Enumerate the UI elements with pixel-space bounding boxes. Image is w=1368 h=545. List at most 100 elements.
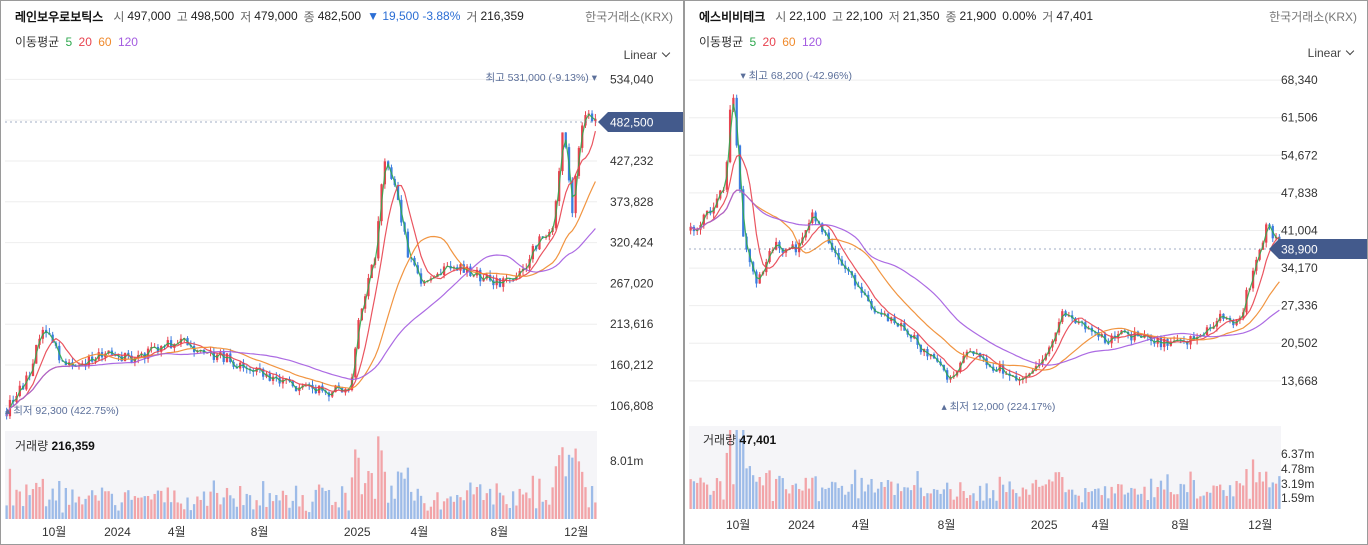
volume-bar — [1107, 498, 1110, 509]
y-tick-label: 427,232 — [610, 154, 654, 168]
open-label: 시 — [775, 9, 787, 24]
high-value: 498,500 — [190, 9, 235, 23]
volume-bar — [1097, 488, 1100, 509]
ma-label: 이동평균 — [15, 35, 60, 49]
volume-bar — [400, 472, 403, 519]
volume-bar — [949, 489, 952, 509]
price-chart-svg[interactable]: 68,340 61,506 54,672 47,838 41,004 34,170 27,3… — [685, 1, 1368, 545]
volume-bar — [735, 430, 738, 509]
volume-bar — [1126, 492, 1130, 509]
volume-bar — [1094, 488, 1097, 509]
volume-bar — [784, 489, 788, 509]
stock-name[interactable]: 에스비비테크 — [699, 9, 766, 24]
volume-tick-label: 3.19m — [1281, 477, 1314, 491]
volume-bar — [876, 488, 880, 509]
volume-bar — [1209, 492, 1212, 509]
volume-bar — [449, 496, 452, 519]
volume-bar — [54, 500, 58, 519]
volume-bar — [932, 489, 936, 509]
volume-header-label: 거래량 — [15, 439, 49, 453]
min-price-label: ▴ 최저 12,000 (224.17%) — [941, 401, 1055, 413]
volume-bar — [465, 490, 469, 519]
volume-bar — [548, 504, 551, 519]
x-tick-label: 8월 — [251, 525, 269, 539]
volume-bar — [1136, 494, 1140, 509]
volume-bar — [268, 493, 271, 519]
candle-body — [5, 411, 8, 417]
scale-dropdown[interactable]: Linear — [1308, 46, 1355, 60]
volume-bar — [959, 482, 962, 509]
ma5-line — [6, 113, 596, 417]
volume-bar — [12, 505, 15, 519]
volume-bar — [1172, 494, 1176, 509]
volume-bar — [495, 483, 498, 519]
volume-bar — [801, 490, 804, 509]
volume-pane — [689, 426, 1281, 509]
volume-value: 47,401 — [1056, 9, 1094, 23]
volume-bar — [1176, 494, 1179, 509]
volume-bar — [748, 466, 751, 509]
volume-bar — [972, 493, 975, 509]
volume-bar — [15, 489, 18, 519]
volume-bar — [146, 495, 150, 519]
volume-bar — [1117, 484, 1120, 509]
volume-bar — [837, 488, 840, 509]
ma20-line — [6, 130, 596, 417]
moving-average-legend[interactable]: 이동평균 5 20 60 120 — [15, 33, 141, 50]
volume-bar — [416, 488, 419, 519]
volume-bar — [1077, 495, 1080, 509]
x-tick-label: 2024 — [104, 525, 131, 539]
volume-bar — [587, 507, 590, 519]
volume-bar — [709, 494, 712, 509]
volume-pane — [5, 431, 597, 519]
volume-bar — [308, 512, 311, 519]
volume-bar — [1274, 483, 1278, 509]
volume-tick-label: 1.59m — [1281, 491, 1314, 505]
volume-bar — [252, 509, 255, 519]
stock-name[interactable]: 레인보우로보틱스 — [15, 9, 104, 24]
volume-bar — [275, 495, 278, 519]
volume-bar — [988, 498, 992, 509]
scale-dropdown[interactable]: Linear — [624, 48, 671, 62]
y-tick-label: 47,838 — [1281, 186, 1318, 200]
volume-bar — [222, 497, 225, 519]
volume-bar — [880, 482, 883, 509]
price-chart-svg[interactable]: 534,040 427,232 373,828 320,424 267,020 213,6… — [1, 1, 684, 545]
volume-bar — [699, 477, 702, 509]
volume-bar — [183, 509, 186, 519]
moving-average-legend[interactable]: 이동평균 5 20 60 120 — [699, 33, 825, 50]
close-label: 종 — [303, 9, 315, 24]
volume-bar — [114, 505, 117, 519]
volume-bar — [107, 491, 110, 519]
change-amount: 19,500 — [382, 9, 420, 23]
volume-bar — [962, 491, 965, 509]
volume-bar — [742, 430, 745, 509]
volume-bar — [25, 484, 28, 519]
volume-bar — [564, 476, 567, 519]
volume-bar — [722, 499, 725, 509]
change-percent: 0.00% — [1002, 9, 1037, 23]
volume-bar — [1156, 487, 1159, 509]
volume-bar — [768, 470, 771, 509]
volume-bar — [387, 502, 390, 519]
close-value: 482,500 — [317, 9, 362, 23]
volume-bar — [433, 500, 436, 519]
high-label: 고 — [832, 9, 844, 24]
volume-bar — [288, 507, 291, 519]
volume-bar — [235, 506, 239, 519]
volume-bar — [367, 471, 370, 519]
volume-bar — [1205, 491, 1209, 509]
volume-bar — [1146, 500, 1149, 509]
ma-label: 이동평균 — [699, 35, 744, 49]
volume-bar — [873, 492, 876, 509]
volume-bar — [1100, 495, 1103, 509]
volume-bar — [1169, 492, 1172, 509]
volume-bar — [571, 457, 574, 519]
volume-bar — [317, 484, 321, 519]
volume-bar — [847, 491, 850, 509]
volume-bar — [1120, 484, 1123, 509]
volume-bar — [738, 438, 742, 509]
current-price-badge — [1269, 239, 1367, 259]
volume-bar — [1028, 494, 1031, 509]
